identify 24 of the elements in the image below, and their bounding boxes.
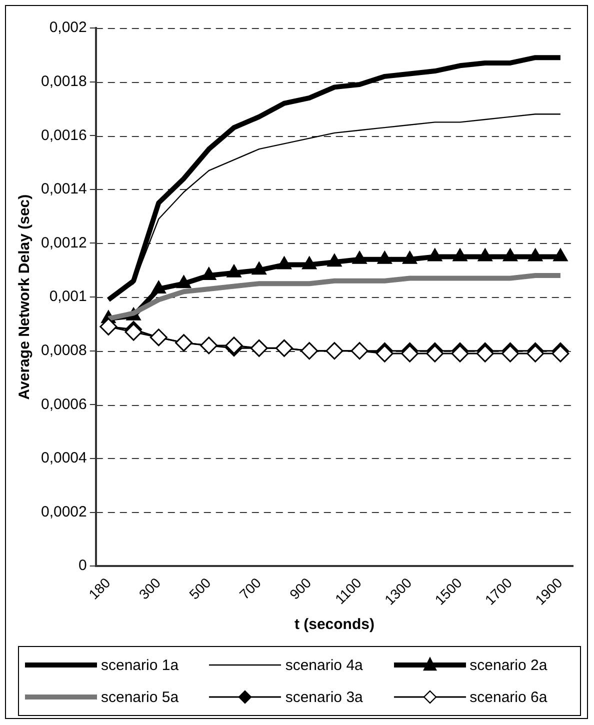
y-tick-label: 0,002 [49, 19, 87, 36]
x-tick-label: 700 [236, 574, 264, 602]
x-axis-title: t (seconds) [294, 616, 374, 634]
legend-label: scenario 1a [101, 656, 179, 674]
y-tick-label: 0,0006 [40, 396, 87, 413]
x-tick-label: 180 [85, 574, 114, 602]
legend-label: scenario 4a [285, 656, 363, 674]
y-tick-label: 0 [78, 557, 87, 574]
x-tick-label: 900 [286, 574, 314, 602]
y-axis-title: Average Network Delay (sec) [16, 194, 34, 400]
x-tick-label: 300 [136, 574, 164, 602]
y-tick-label: 0,0008 [40, 342, 87, 359]
y-tick-label: 0,0018 [40, 72, 87, 90]
legend-label: scenario 3a [285, 688, 363, 706]
y-tick-label: 0,0016 [40, 126, 87, 144]
legend-label: scenario 2a [470, 656, 548, 674]
legend-label: scenario 5a [101, 688, 179, 706]
x-tick-label: 500 [186, 574, 214, 602]
y-tick-label: 0,0012 [40, 234, 87, 252]
y-tick-label: 0,0004 [40, 450, 87, 467]
y-tick-label: 0,0002 [40, 503, 87, 520]
y-tick-label: 0,001 [49, 288, 87, 306]
legend-label: scenario 6a [470, 688, 548, 706]
y-tick-label: 0,0014 [40, 180, 87, 198]
